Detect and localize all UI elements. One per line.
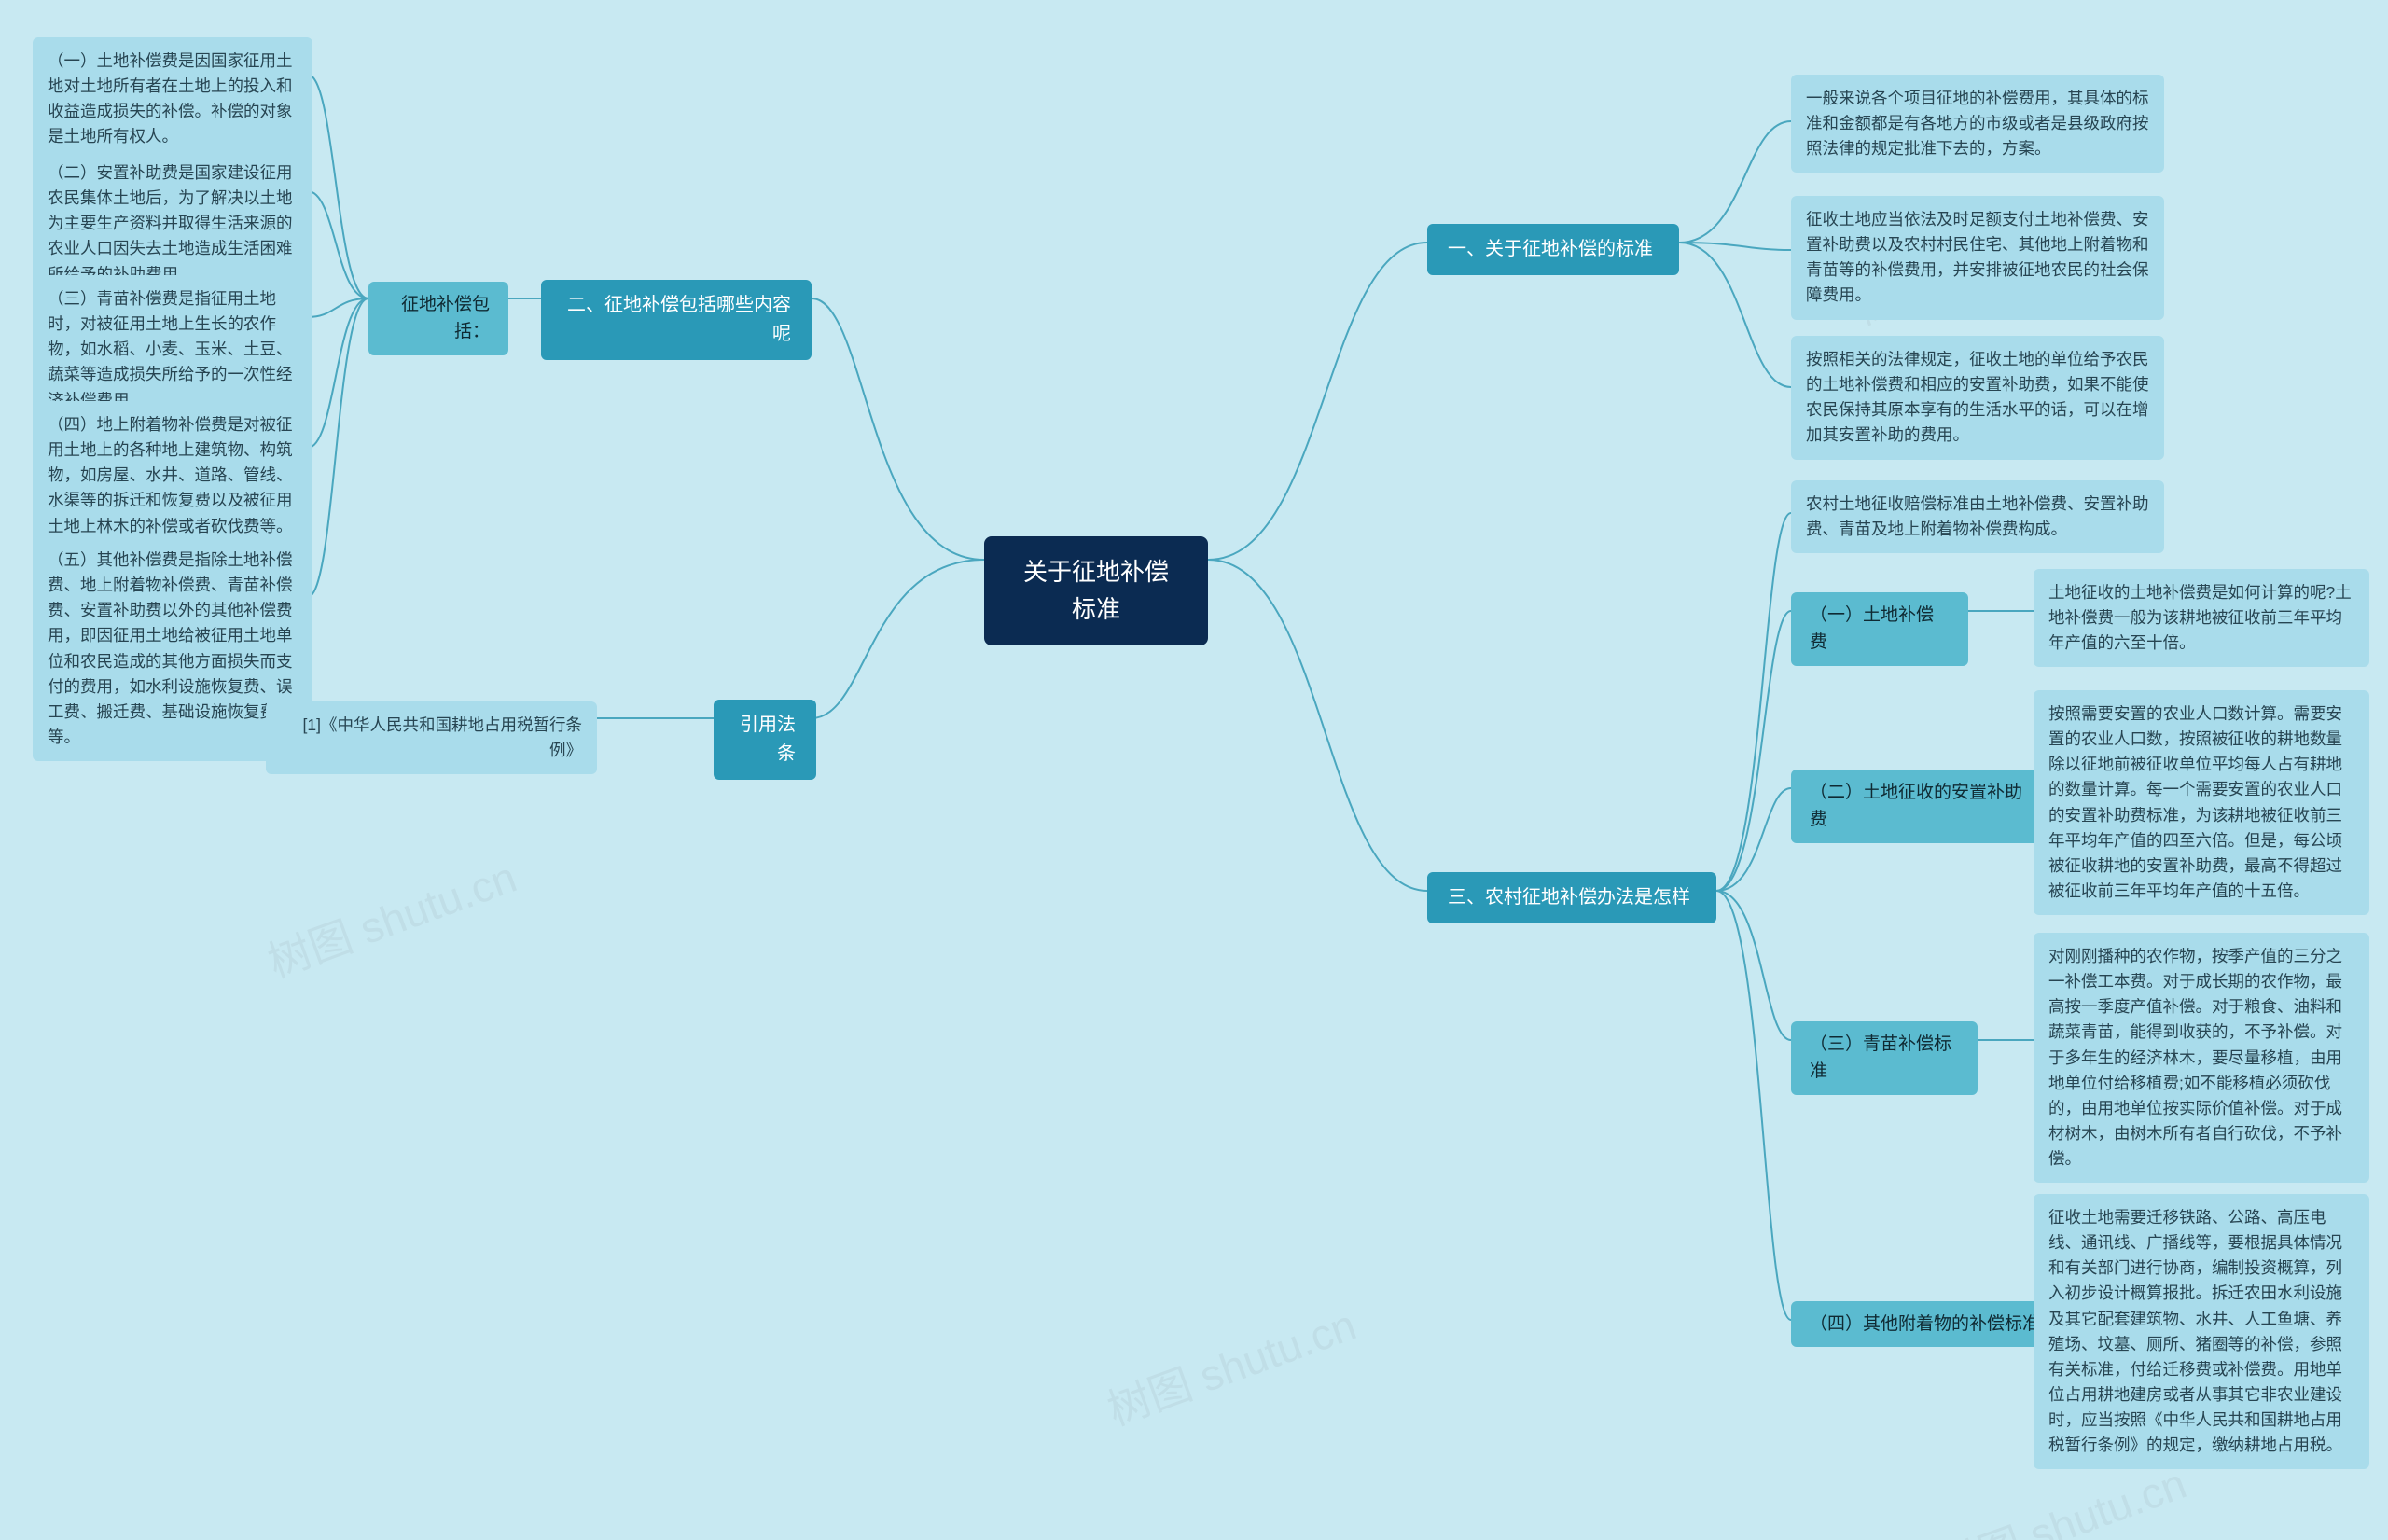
sec3-sub-1-body: 土地征收的土地补偿费是如何计算的呢?土地补偿费一般为该耕地被征收前三年平均年产值… [2034, 569, 2369, 667]
sec1-item-3: 按照相关的法律规定，征收土地的单位给予农民的土地补偿费和相应的安置补助费，如果不… [1791, 336, 2164, 460]
refs-title[interactable]: 引用法条 [714, 700, 816, 780]
sec3-top-note: 农村土地征收赔偿标准由土地补偿费、安置补助费、青苗及地上附着物补偿费构成。 [1791, 480, 2164, 553]
watermark: 树图 shutu.cn [1098, 1291, 1363, 1437]
sec3-sub-2-label[interactable]: （二）土地征收的安置补助费 [1791, 770, 2052, 843]
sec3-sub-2-body: 按照需要安置的农业人口数计算。需要安置的农业人口数，按照被征收的耕地数量除以征地… [2034, 690, 2369, 915]
sec3-sub-4-label[interactable]: （四）其他附着物的补偿标准 [1791, 1301, 2062, 1347]
sec2-item-1: （一）土地补偿费是因国家征用土地对土地所有者在土地上的投入和收益造成损失的补偿。… [33, 37, 312, 161]
sec1-item-2: 征收土地应当依法及时足额支付土地补偿费、安置补助费以及农村村民住宅、其他地上附着… [1791, 196, 2164, 320]
sec2-item-4: （四）地上附着物补偿费是对被征用土地上的各种地上建筑物、构筑物，如房屋、水井、道… [33, 401, 312, 550]
section-1-title[interactable]: 一、关于征地补偿的标准 [1427, 224, 1679, 275]
watermark: 树图 shutu.cn [258, 843, 523, 990]
sec3-sub-3-label[interactable]: （三）青苗补偿标准 [1791, 1021, 1978, 1095]
section-2-title[interactable]: 二、征地补偿包括哪些内容呢 [541, 280, 812, 360]
refs-item-1: [1]《中华人民共和国耕地占用税暂行条例》 [266, 701, 597, 774]
root-node[interactable]: 关于征地补偿标准 [984, 536, 1208, 645]
sec2-sub-label[interactable]: 征地补偿包括： [368, 282, 508, 355]
sec1-item-1: 一般来说各个项目征地的补偿费用，其具体的标准和金额都是有各地方的市级或者是县级政… [1791, 75, 2164, 173]
sec3-sub-3-body: 对刚刚播种的农作物，按季产值的三分之一补偿工本费。对于成长期的农作物，最高按一季… [2034, 933, 2369, 1183]
sec3-sub-1-label[interactable]: （一）土地补偿费 [1791, 592, 1968, 666]
section-3-title[interactable]: 三、农村征地补偿办法是怎样 [1427, 872, 1716, 923]
sec3-sub-4-body: 征收土地需要迁移铁路、公路、高压电线、通讯线、广播线等，要根据具体情况和有关部门… [2034, 1194, 2369, 1469]
